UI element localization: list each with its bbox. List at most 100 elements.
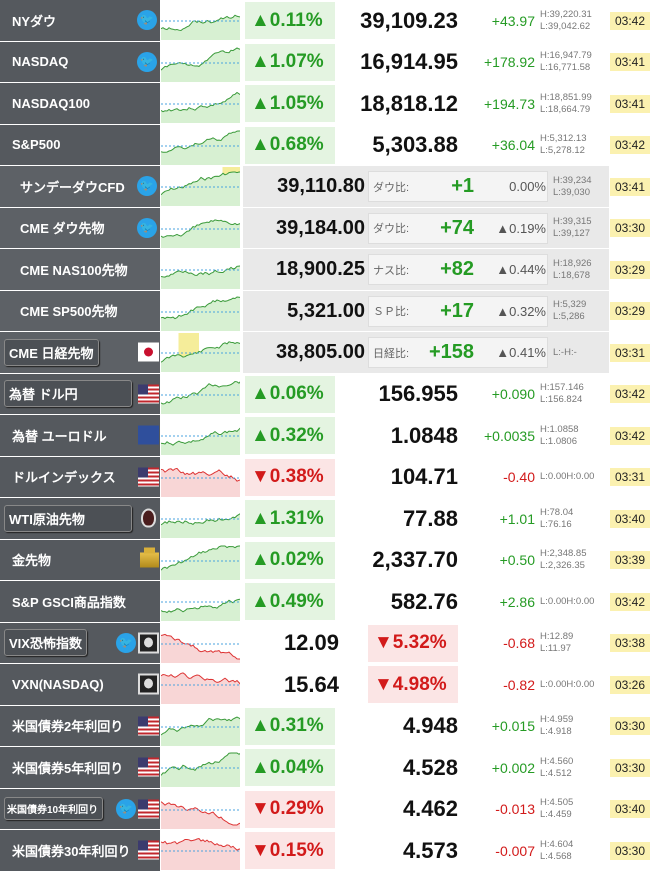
market-row: VIX恐怖指数 🐦 12.09 ▼5.32% -0.68 H:12.89 L:11.97 03…: [0, 622, 653, 664]
sparkline-chart[interactable]: [161, 42, 240, 82]
sparkline-svg: [161, 752, 240, 787]
twitter-icon[interactable]: 🐦: [137, 51, 157, 72]
comparison-diff: +82: [440, 258, 474, 280]
sparkline-chart[interactable]: [161, 333, 240, 372]
row-label[interactable]: CME ダウ先物 🐦: [0, 207, 160, 248]
sparkline-chart[interactable]: [161, 457, 240, 497]
market-row: 米国債券2年利回り ▲0.31% 4.948 +0.015 H:4.959 L:4.918…: [0, 705, 653, 747]
update-time: 03:41: [610, 53, 650, 71]
high-low: H:5,329 L:5,286: [553, 291, 609, 332]
low-value: L:1.0806: [540, 435, 577, 447]
sparkline-svg: [161, 716, 240, 746]
sparkline-chart[interactable]: [161, 125, 240, 165]
change-value: -0.82: [503, 676, 535, 693]
comparison-label: ナス比:: [373, 264, 410, 277]
low-value: L:18,678: [553, 269, 590, 281]
sparkline-line: [161, 716, 240, 735]
sparkline-chart[interactable]: [161, 416, 240, 455]
sparkline-svg: [161, 598, 240, 621]
sparkline-chart[interactable]: [161, 623, 240, 663]
market-row: 金先物 ▲0.02% 2,337.70 +0.50 H:2,348.85 L:2,326.…: [0, 539, 653, 581]
sparkline-chart[interactable]: [161, 540, 240, 580]
row-label[interactable]: NYダウ 🐦: [0, 0, 160, 41]
row-label-text: WTI原油先物: [4, 504, 132, 532]
high-value: H:18,926: [553, 257, 592, 269]
row-label-text: 米国債券30年利回り: [12, 843, 131, 859]
market-row: NYダウ 🐦 ▲0.11% 39,109.23 +43.97 H:39,220.31 L:3…: [0, 0, 653, 42]
row-label[interactable]: S&P GSCI商品指数: [0, 581, 160, 622]
row-label-text: VXN(NASDAQ): [12, 676, 104, 692]
market-row: S&P500 ▲0.68% 5,303.88 +36.04 H:5,312.13 L:5,…: [0, 124, 653, 166]
price-value: 1.0848: [390, 422, 458, 448]
update-time: 03:40: [610, 509, 650, 528]
row-label[interactable]: ドルインデックス: [0, 456, 160, 497]
row-label-text: サンデーダウCFD: [20, 179, 125, 195]
sparkline-chart[interactable]: [161, 291, 240, 331]
row-label[interactable]: 米国債券10年利回り 🐦: [0, 788, 160, 829]
market-row: CME SP500先物 5,321.00 ＳＰ比: +17 ▲0.32% H:5,329 L…: [0, 290, 653, 332]
skull-icon: [138, 632, 159, 654]
change-value: +1.01: [499, 510, 535, 527]
sparkline-chart[interactable]: [161, 250, 240, 289]
row-label[interactable]: NASDAQ100: [0, 83, 160, 124]
sparkline-area: [161, 381, 240, 414]
update-time: 03:38: [610, 634, 650, 652]
sparkline-chart[interactable]: [161, 748, 240, 787]
low-value: L:5,286: [553, 311, 585, 322]
sparkline-chart[interactable]: [161, 499, 240, 538]
row-label[interactable]: VIX恐怖指数 🐦: [0, 622, 160, 663]
price-value: 39,184.00: [276, 216, 365, 239]
sparkline-chart[interactable]: [161, 84, 240, 123]
sparkline-chart[interactable]: [161, 789, 240, 829]
row-label[interactable]: CME SP500先物: [0, 290, 160, 331]
sparkline-chart[interactable]: [161, 831, 240, 870]
row-label[interactable]: 為替 ドル円: [0, 373, 160, 414]
sparkline-chart[interactable]: [161, 1, 240, 40]
high-value: H:4.560: [540, 755, 574, 767]
price-value: 4.528: [402, 754, 458, 780]
price-value: 77.88: [402, 505, 458, 531]
sparkline-chart[interactable]: [161, 665, 240, 704]
high-low: H:78.04 L:76.16: [540, 500, 608, 537]
row-label[interactable]: サンデーダウCFD 🐦: [0, 166, 160, 207]
row-label[interactable]: CME 日経先物: [0, 332, 160, 373]
twitter-icon[interactable]: 🐦: [137, 217, 157, 238]
update-time: 03:30: [610, 717, 650, 735]
price-value: 39,110.80: [277, 175, 365, 197]
row-label[interactable]: VXN(NASDAQ): [0, 664, 160, 705]
update-time: 03:30: [610, 841, 650, 860]
percent-change: ▼4.98%: [368, 666, 458, 703]
price-value: 4.948: [402, 713, 458, 738]
update-time: 03:39: [610, 551, 650, 569]
row-label[interactable]: 為替 ユーロドル: [0, 415, 160, 456]
sparkline-svg: [161, 427, 240, 455]
row-label[interactable]: CME NAS100先物: [0, 249, 160, 290]
price-value: 15.64: [283, 671, 339, 697]
sparkline-chart[interactable]: [161, 208, 240, 248]
percent-change: ▲0.06%: [245, 375, 335, 413]
twitter-icon[interactable]: 🐦: [116, 632, 136, 653]
sparkline-area: [161, 92, 240, 123]
row-label[interactable]: S&P500: [0, 124, 160, 165]
twitter-icon[interactable]: 🐦: [116, 798, 136, 819]
row-label[interactable]: 米国債券5年利回り: [0, 747, 160, 788]
comparison-percent: ▲0.44%: [496, 262, 546, 277]
twitter-icon[interactable]: 🐦: [137, 10, 157, 31]
row-label[interactable]: NASDAQ 🐦: [0, 41, 160, 82]
sparkline-chart[interactable]: [161, 582, 240, 621]
percent-change: ▼0.29%: [245, 790, 335, 828]
comparison-diff: +158: [428, 341, 474, 363]
change-value: -0.40: [503, 469, 535, 485]
high-value: H:39,315: [553, 216, 592, 227]
high-value: H:157.146: [540, 382, 584, 393]
high-value: L:0.00H:0.00: [540, 678, 595, 690]
sparkline-chart[interactable]: [161, 167, 240, 206]
sparkline-chart[interactable]: [161, 374, 240, 414]
update-time: 03:42: [610, 385, 650, 403]
sparkline-chart[interactable]: [161, 706, 240, 746]
row-label[interactable]: 米国債券2年利回り: [0, 705, 160, 746]
twitter-icon[interactable]: 🐦: [137, 176, 157, 197]
row-label[interactable]: 金先物: [0, 539, 160, 580]
row-label[interactable]: 米国債券30年利回り: [0, 830, 160, 871]
row-label[interactable]: WTI原油先物: [0, 498, 160, 539]
